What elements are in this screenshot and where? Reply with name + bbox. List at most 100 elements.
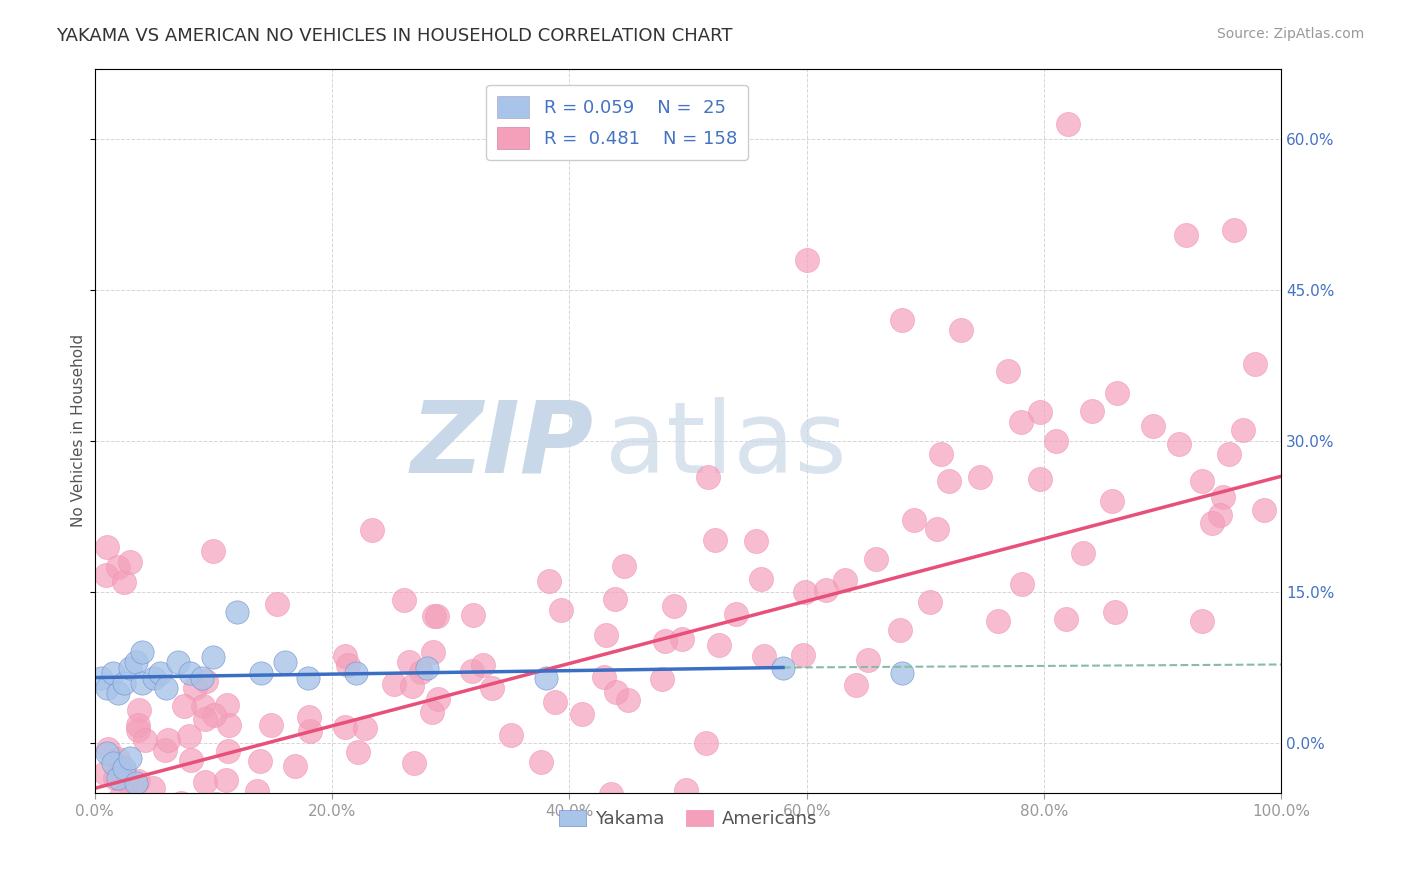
Point <box>101 756 124 771</box>
Point <box>411 814 433 828</box>
Point <box>214 772 236 787</box>
Point <box>1080 404 1102 418</box>
Point <box>725 607 748 622</box>
Point <box>250 665 273 680</box>
Point <box>749 572 772 586</box>
Point <box>1232 423 1254 437</box>
Point <box>671 632 693 647</box>
Point <box>201 543 224 558</box>
Point <box>127 773 149 788</box>
Point <box>354 721 377 735</box>
Point <box>173 698 195 713</box>
Point <box>128 703 150 717</box>
Point <box>481 681 503 695</box>
Point <box>745 534 768 549</box>
Point <box>156 816 179 830</box>
Point <box>550 603 572 617</box>
Point <box>1168 437 1191 451</box>
Point <box>186 816 208 830</box>
Point <box>100 816 122 830</box>
Point <box>112 574 135 589</box>
Point <box>127 718 149 732</box>
Point <box>1142 418 1164 433</box>
Point <box>1191 474 1213 488</box>
Point <box>443 809 465 823</box>
Point <box>1175 227 1198 242</box>
Point <box>920 595 942 609</box>
Point <box>208 814 231 829</box>
Point <box>499 728 522 742</box>
Y-axis label: No Vehicles in Household: No Vehicles in Household <box>72 334 86 527</box>
Point <box>149 665 172 680</box>
Point <box>183 681 205 695</box>
Point <box>423 608 446 623</box>
Point <box>792 648 814 663</box>
Point <box>333 648 356 663</box>
Point <box>461 608 484 623</box>
Point <box>298 710 321 724</box>
Point <box>544 695 567 709</box>
Point <box>107 686 129 700</box>
Point <box>266 597 288 611</box>
Point <box>115 816 138 830</box>
Point <box>890 665 912 680</box>
Point <box>929 447 952 461</box>
Point <box>1029 405 1052 419</box>
Point <box>1218 447 1240 461</box>
Point <box>346 745 368 759</box>
Legend: Yakama, Americans: Yakama, Americans <box>551 802 824 835</box>
Point <box>271 816 294 830</box>
Point <box>593 670 616 684</box>
Point <box>1105 386 1128 401</box>
Point <box>401 679 423 693</box>
Point <box>240 816 263 830</box>
Point <box>696 470 718 484</box>
Point <box>1223 222 1246 236</box>
Point <box>200 814 222 829</box>
Point <box>157 733 180 747</box>
Point <box>202 707 225 722</box>
Point <box>179 665 201 680</box>
Point <box>96 681 118 695</box>
Point <box>845 677 868 691</box>
Point <box>426 691 449 706</box>
Point <box>155 681 177 695</box>
Text: YAKAMA VS AMERICAN NO VEHICLES IN HOUSEHOLD CORRELATION CHART: YAKAMA VS AMERICAN NO VEHICLES IN HOUSEH… <box>56 27 733 45</box>
Point <box>226 605 249 619</box>
Point <box>121 806 143 821</box>
Point <box>97 741 120 756</box>
Point <box>194 775 217 789</box>
Point <box>422 645 444 659</box>
Point <box>571 707 593 722</box>
Point <box>104 771 127 785</box>
Point <box>96 746 118 760</box>
Point <box>125 816 148 830</box>
Point <box>1191 615 1213 629</box>
Point <box>204 797 226 811</box>
Point <box>903 513 925 527</box>
Point <box>856 653 879 667</box>
Point <box>1010 415 1032 429</box>
Point <box>180 753 202 767</box>
Point <box>651 672 673 686</box>
Point <box>194 673 217 688</box>
Point <box>470 816 492 830</box>
Point <box>337 657 360 672</box>
Point <box>202 650 225 665</box>
Point <box>890 313 912 327</box>
Point <box>180 814 202 828</box>
Point <box>814 582 837 597</box>
Point <box>246 784 269 798</box>
Point <box>1209 508 1232 522</box>
Point <box>889 623 911 637</box>
Point <box>194 712 217 726</box>
Point <box>1054 612 1077 626</box>
Point <box>90 671 112 685</box>
Point <box>1104 605 1126 619</box>
Point <box>461 664 484 678</box>
Point <box>416 660 439 674</box>
Point <box>87 797 110 812</box>
Point <box>1045 434 1067 448</box>
Point <box>254 816 277 830</box>
Point <box>127 813 149 827</box>
